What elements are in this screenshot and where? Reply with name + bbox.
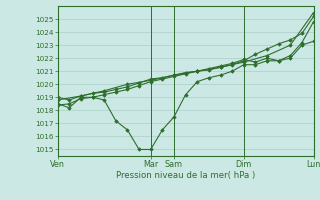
X-axis label: Pression niveau de la mer( hPa ): Pression niveau de la mer( hPa )	[116, 171, 255, 180]
